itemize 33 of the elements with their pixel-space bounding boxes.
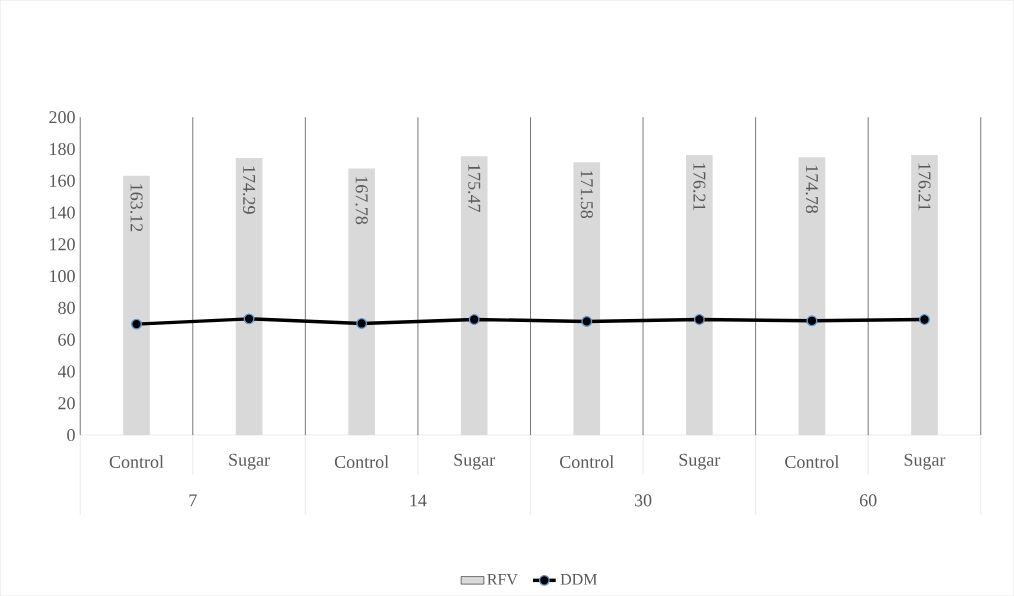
y-tick-label: 200 [49, 111, 75, 124]
text: 60 [859, 494, 877, 507]
data-label: 176.21 [918, 163, 931, 211]
y-tick-label: 60 [58, 333, 75, 346]
data-label: 175.47 [468, 164, 481, 212]
data-label: 163.12 [130, 184, 143, 232]
x-tick-label: Control [785, 455, 840, 468]
y-tick-label: 140 [50, 206, 75, 219]
x-tick-label: Sugar [454, 453, 496, 470]
y-tick-label: 160 [50, 174, 75, 187]
text: 14 [410, 494, 427, 507]
x-tick-label: Control [560, 455, 614, 468]
data-label: 176.21 [693, 163, 706, 211]
x-tick-label: Control [109, 455, 164, 468]
x-tick-label: Control [334, 455, 389, 468]
y-tick-label: 180 [50, 142, 75, 155]
text: 30 [634, 494, 652, 507]
text: 7 [189, 494, 197, 507]
legend-label: RFV [487, 574, 518, 585]
y-tick-label: 120 [50, 238, 75, 251]
y-tick-label: 40 [57, 365, 75, 378]
legend-label: DDM [560, 574, 597, 585]
data-label: 174.78 [805, 165, 819, 213]
x-tick-label: Sugar [904, 453, 946, 470]
y-tick-label: 20 [58, 397, 75, 410]
x-tick-label: Sugar [679, 453, 721, 470]
data-label: 174.29 [243, 166, 256, 214]
data-label: 171.58 [580, 170, 593, 218]
y-tick-label: 0 [67, 428, 75, 441]
y-tick-label: 80 [58, 301, 75, 314]
x-tick-label: Sugar [229, 453, 270, 470]
y-tick-label: 100 [50, 269, 75, 283]
data-label: 167.78 [355, 176, 368, 225]
